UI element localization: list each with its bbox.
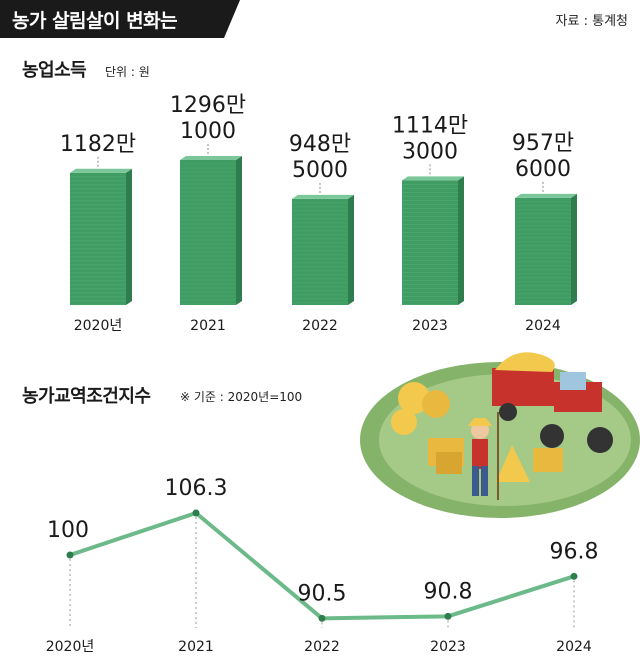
income-bar-top [402, 176, 464, 181]
index-value-label: 96.8 [550, 539, 599, 564]
income-bar-top [180, 156, 242, 160]
income-bar-top [70, 168, 132, 173]
income-value-label: 957만 [512, 131, 574, 156]
income-category-label: 2021 [190, 318, 226, 334]
index-chart-title: 농가교역조건지수 [22, 386, 151, 407]
income-bar [180, 160, 236, 305]
index-point [66, 551, 74, 559]
index-value-label: 100 [47, 518, 89, 543]
index-value-label: 106.3 [165, 476, 228, 501]
source-note: 자료 : 통계청 [555, 14, 628, 29]
income-value-label: 1114만 [392, 113, 468, 138]
income-bar-side [458, 176, 464, 305]
income-chart-unit: 단위 : 원 [105, 65, 150, 79]
income-bar [292, 198, 348, 305]
income-value-label: 1000 [180, 119, 236, 144]
income-bar-side [571, 193, 577, 305]
page-title: 농가 살림살이 변화는 [12, 10, 178, 32]
index-chart-note: ※ 기준 : 2020년=100 [180, 390, 303, 404]
income-bar [515, 197, 571, 305]
income-bar-side [126, 168, 132, 305]
income-value-label: 1182만 [60, 132, 136, 157]
income-value-label: 3000 [402, 139, 458, 164]
title-bar [0, 0, 240, 38]
index-point [444, 612, 452, 620]
income-bar-side [348, 194, 354, 305]
income-category-label: 2020년 [74, 318, 123, 334]
income-bar-side [236, 156, 242, 305]
income-bar-top [515, 193, 577, 198]
index-category-label: 2020년 [46, 639, 95, 655]
index-category-label: 2024 [556, 639, 592, 655]
income-category-label: 2024 [525, 318, 561, 334]
income-category-label: 2022 [302, 318, 338, 334]
income-value-label: 1296만 [170, 93, 246, 118]
index-point [570, 572, 578, 580]
index-value-label: 90.5 [298, 581, 347, 606]
income-category-label: 2023 [412, 318, 448, 334]
income-bar-top [292, 194, 354, 199]
index-point [192, 509, 200, 517]
index-point [318, 614, 326, 622]
income-value-label: 948만 [289, 132, 351, 157]
index-value-label: 90.8 [424, 579, 473, 604]
income-value-label: 5000 [292, 158, 348, 183]
income-bar [402, 180, 458, 305]
index-category-label: 2023 [430, 639, 466, 655]
index-category-label: 2022 [304, 639, 340, 655]
income-chart-title: 농업소득 [22, 60, 87, 81]
income-bar [70, 172, 126, 305]
farm-illustration [360, 352, 640, 518]
index-category-label: 2021 [178, 639, 214, 655]
income-value-label: 6000 [515, 157, 571, 182]
